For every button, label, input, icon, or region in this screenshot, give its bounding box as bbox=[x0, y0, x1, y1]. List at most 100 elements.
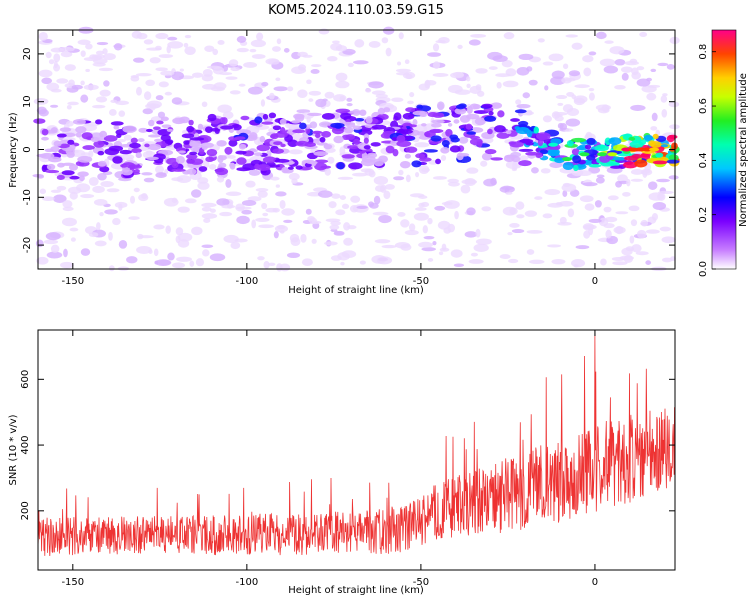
signal-blob bbox=[331, 126, 345, 135]
noise-blob bbox=[92, 104, 106, 109]
signal-blob bbox=[254, 163, 260, 170]
noise-blob bbox=[275, 77, 281, 82]
noise-blob bbox=[184, 34, 192, 39]
noise-blob bbox=[393, 176, 405, 181]
noise-blob bbox=[197, 181, 210, 190]
noise-blob bbox=[414, 207, 427, 211]
noise-blob bbox=[340, 261, 345, 266]
noise-blob bbox=[201, 213, 218, 219]
noise-blob bbox=[432, 43, 440, 52]
signal-blob bbox=[454, 107, 467, 115]
signal-blob bbox=[453, 119, 460, 124]
spectrogram-xlabel: Height of straight line (km) bbox=[288, 285, 424, 296]
signal-blob bbox=[273, 141, 283, 146]
noise-blob bbox=[614, 85, 626, 90]
noise-blob bbox=[359, 260, 366, 265]
noise-blob bbox=[561, 77, 572, 84]
noise-blob bbox=[443, 227, 452, 234]
noise-blob bbox=[488, 66, 498, 70]
noise-blob bbox=[329, 224, 340, 230]
signal-blob bbox=[270, 134, 276, 139]
noise-blob bbox=[217, 40, 225, 45]
noise-blob bbox=[249, 48, 257, 53]
noise-blob bbox=[96, 41, 109, 46]
noise-blob bbox=[604, 40, 614, 44]
noise-blob bbox=[398, 32, 404, 40]
noise-blob bbox=[368, 170, 376, 178]
signal-blob bbox=[205, 126, 213, 133]
noise-blob bbox=[216, 176, 225, 183]
noise-blob bbox=[238, 83, 246, 87]
noise-blob bbox=[171, 97, 183, 105]
noise-blob bbox=[143, 91, 152, 101]
signal-blob bbox=[314, 159, 329, 164]
noise-blob bbox=[544, 189, 561, 196]
noise-blob bbox=[208, 164, 217, 170]
spectrogram-ylabel: Frequency (Hz) bbox=[8, 112, 19, 188]
noise-blob bbox=[50, 104, 59, 108]
signal-blob bbox=[236, 157, 247, 165]
noise-blob bbox=[354, 39, 365, 48]
noise-blob bbox=[588, 166, 601, 174]
noise-blob bbox=[143, 177, 155, 183]
noise-blob bbox=[103, 53, 116, 61]
noise-blob bbox=[454, 210, 459, 220]
signal-blob bbox=[45, 169, 60, 174]
noise-blob bbox=[106, 188, 120, 193]
noise-blob bbox=[631, 244, 642, 253]
noise-blob bbox=[83, 84, 99, 91]
noise-blob bbox=[261, 202, 268, 210]
noise-blob bbox=[574, 84, 590, 89]
noise-blob bbox=[171, 71, 185, 81]
noise-blob bbox=[100, 180, 114, 188]
noise-blob bbox=[551, 258, 566, 265]
noise-blob bbox=[615, 225, 624, 235]
noise-blob bbox=[438, 251, 444, 256]
signal-blob bbox=[147, 143, 162, 151]
noise-blob bbox=[411, 133, 420, 143]
noise-blob bbox=[318, 28, 330, 35]
signal-blob bbox=[347, 145, 360, 150]
signal-blob bbox=[238, 143, 247, 150]
signal-blob bbox=[509, 141, 524, 148]
noise-blob bbox=[305, 208, 312, 215]
y-tick-label: -20 bbox=[22, 237, 33, 253]
signal-core-blob bbox=[562, 157, 573, 162]
noise-blob bbox=[508, 258, 519, 264]
noise-blob bbox=[630, 219, 638, 227]
signal-blob bbox=[65, 147, 75, 156]
noise-blob bbox=[501, 60, 513, 68]
signal-blob bbox=[104, 148, 120, 156]
noise-blob bbox=[217, 104, 232, 114]
noise-blob bbox=[640, 168, 653, 176]
noise-blob bbox=[50, 244, 60, 253]
noise-blob bbox=[651, 112, 658, 122]
noise-blob bbox=[297, 89, 308, 98]
noise-blob bbox=[255, 188, 269, 192]
noise-blob bbox=[149, 57, 161, 64]
noise-blob bbox=[573, 95, 588, 104]
noise-blob bbox=[235, 203, 245, 212]
noise-blob bbox=[77, 39, 91, 45]
signal-blob bbox=[484, 149, 497, 155]
noise-blob bbox=[531, 167, 539, 174]
noise-blob bbox=[227, 155, 236, 159]
noise-blob bbox=[38, 31, 48, 41]
signal-blob bbox=[405, 107, 416, 113]
noise-blob bbox=[53, 194, 67, 203]
noise-blob bbox=[597, 107, 610, 114]
noise-blob bbox=[565, 118, 581, 127]
noise-blob bbox=[378, 214, 392, 224]
noise-blob bbox=[184, 46, 196, 55]
noise-blob bbox=[432, 241, 437, 246]
noise-blob bbox=[165, 225, 171, 234]
signal-blob bbox=[562, 162, 574, 170]
signal-blob bbox=[474, 117, 486, 126]
signal-blob bbox=[112, 156, 123, 164]
noise-blob bbox=[617, 174, 628, 183]
noise-blob bbox=[251, 219, 257, 229]
noise-blob bbox=[50, 189, 62, 193]
noise-blob bbox=[290, 237, 301, 246]
signal-blob bbox=[397, 128, 405, 134]
noise-blob bbox=[225, 191, 242, 196]
